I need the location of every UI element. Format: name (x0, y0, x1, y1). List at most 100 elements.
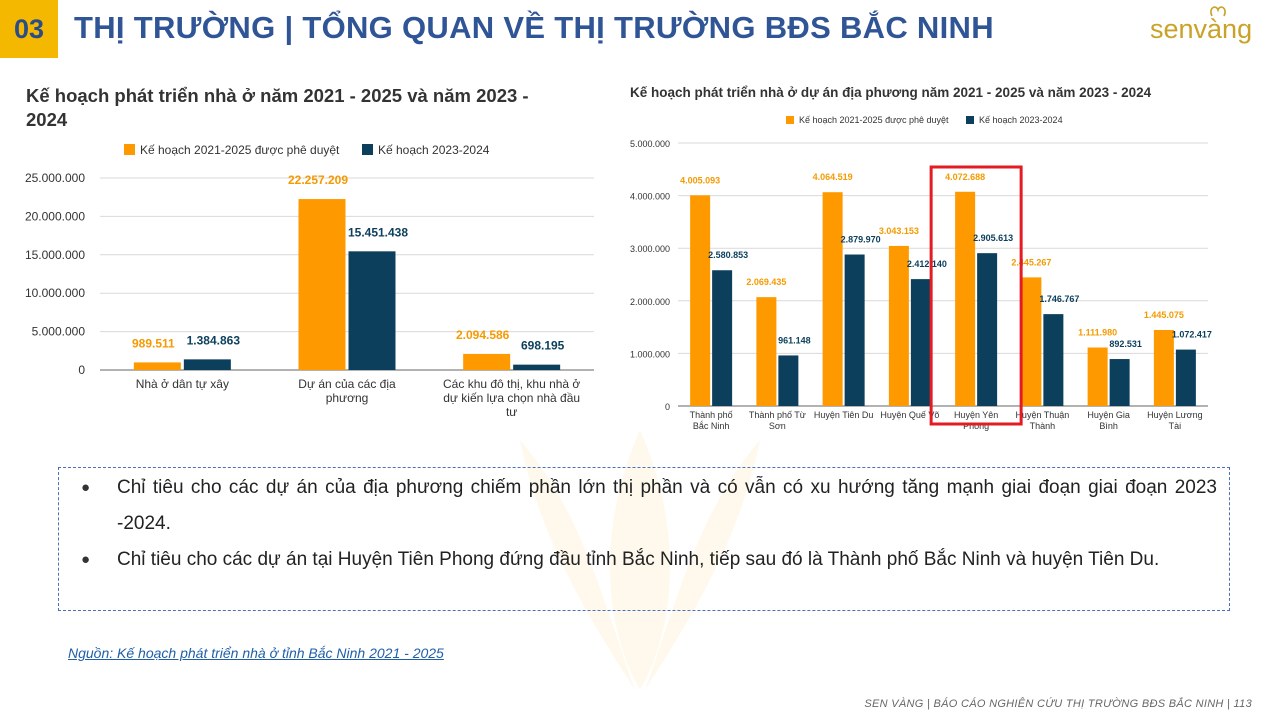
bullet-icon: ● (81, 551, 91, 568)
bar-plan-2021-2025 (298, 199, 346, 370)
data-label: 1.384.863 (187, 333, 241, 347)
category-label: Huyện Tiên Du (814, 410, 874, 420)
data-label: 4.064.519 (813, 172, 853, 182)
legend-label: Kế hoạch 2021-2025 được phê duyệt (799, 115, 949, 125)
data-label: 15.451.438 (348, 225, 408, 239)
chart-title: 2024 (26, 109, 68, 130)
bar-plan-2023-2024 (910, 279, 931, 406)
legend-swatch (124, 144, 135, 155)
category-label: Huyện Quế Võ (880, 410, 939, 420)
bar-plan-2021-2025 (1153, 329, 1174, 406)
data-label: 2.069.435 (746, 277, 786, 287)
sen-vang-logo: senvàng (1150, 6, 1252, 44)
y-tick-label: 1.000.000 (630, 349, 670, 359)
chart-title: Kế hoạch phát triển nhà ở năm 2021 - 202… (26, 85, 529, 106)
y-tick-label: 3.000.000 (630, 244, 670, 254)
highlight-box (929, 165, 1023, 426)
bar-plan-2021-2025 (1021, 277, 1042, 406)
y-tick-label: 20.000.000 (25, 209, 85, 223)
bar-plan-2023-2024 (1043, 314, 1064, 406)
bar-plan-2023-2024 (183, 359, 231, 370)
bar-plan-2021-2025 (822, 192, 843, 406)
footer-text: SEN VÀNG | BÁO CÁO NGHIÊN CỨU THỊ TRƯỜNG… (864, 698, 1252, 710)
bar-plan-2021-2025 (1087, 347, 1108, 406)
data-label: 2.905.613 (973, 233, 1013, 243)
data-label: 2.580.853 (708, 250, 748, 260)
data-label: 1.072.417 (1172, 330, 1212, 340)
data-label: 1.111.980 (1078, 328, 1117, 338)
logo-text: senvàng (1150, 14, 1252, 44)
category-label: Huyện Gia (1087, 410, 1130, 420)
legend-label: Kế hoạch 2023-2024 (979, 115, 1063, 125)
data-label: 2.094.586 (456, 328, 510, 342)
bar-plan-2021-2025 (463, 353, 511, 370)
note-text: Chỉ tiêu cho các dự án tại Huyện Tiên Ph… (117, 549, 1160, 570)
chart-local-project-plan: Kế hoạch phát triển nhà ở dự án địa phươ… (630, 85, 1212, 431)
note-item: ● Chỉ tiêu cho các dự án tại Huyện Tiên P… (79, 542, 1217, 578)
category-label: Thành phố (690, 410, 733, 420)
legend-swatch (966, 116, 974, 124)
legend-label: Kế hoạch 2023-2024 (378, 143, 490, 157)
bar-plan-2023-2024 (712, 270, 733, 406)
bar-plan-2021-2025 (955, 191, 976, 406)
data-label: 4.005.093 (680, 175, 720, 185)
legend-swatch (362, 144, 373, 155)
data-label: 2.412.140 (907, 259, 947, 269)
category-label: Các khu đô thị, khu nhà ở (443, 377, 580, 391)
category-label: tư (506, 405, 517, 419)
data-label: 2.879.970 (841, 235, 881, 245)
data-label: 4.072.688 (945, 172, 985, 182)
y-tick-label: 5.000.000 (32, 325, 86, 339)
category-label: Sơn (769, 421, 786, 431)
bar-plan-2021-2025 (133, 362, 181, 370)
legend-label: Kế hoạch 2021-2025 được phê duyệt (140, 143, 340, 157)
bar-plan-2021-2025 (756, 297, 777, 406)
header: 03 THỊ TRƯỜNG | TỔNG QUAN VỀ THỊ TRƯỜNG … (0, 0, 1280, 58)
y-tick-label: 0 (78, 363, 85, 377)
chart-title: Kế hoạch phát triển nhà ở dự án địa phươ… (630, 85, 1152, 100)
data-label: 1.746.767 (1039, 294, 1079, 304)
data-label: 698.195 (521, 339, 565, 353)
data-label: 1.445.075 (1144, 310, 1184, 320)
category-label: Thành phố Từ (749, 410, 806, 420)
note-text: Chỉ tiêu cho các dự án của địa phương ch… (117, 477, 1217, 534)
data-label: 2.445.267 (1011, 257, 1051, 267)
y-tick-label: 25.000.000 (25, 171, 85, 185)
section-number-badge: 03 (0, 0, 58, 58)
y-tick-label: 15.000.000 (25, 248, 85, 262)
legend-swatch (786, 116, 794, 124)
bar-plan-2023-2024 (1109, 359, 1130, 406)
category-label: Bắc Ninh (693, 421, 730, 431)
y-tick-label: 2.000.000 (630, 297, 670, 307)
bar-plan-2023-2024 (1175, 349, 1196, 406)
chart-housing-plan: Kế hoạch phát triển nhà ở năm 2021 - 202… (25, 85, 594, 419)
category-label: dự kiến lựa chọn nhà đầu (443, 391, 580, 405)
data-label: 989.511 (132, 336, 175, 350)
notes-box: ● Chỉ tiêu cho các dự án của địa phương c… (58, 467, 1230, 611)
y-tick-label: 0 (665, 402, 670, 412)
y-tick-label: 4.000.000 (630, 192, 670, 202)
category-label: Nhà ở dân tự xây (136, 377, 229, 391)
page-title: THỊ TRƯỜNG | TỔNG QUAN VỀ THỊ TRƯỜNG BĐS… (74, 10, 994, 45)
bar-plan-2021-2025 (888, 245, 909, 406)
data-label: 3.043.153 (879, 226, 919, 236)
bar-plan-2023-2024 (513, 364, 561, 370)
bar-plan-2023-2024 (977, 253, 998, 406)
category-label: Huyện Lương (1147, 410, 1202, 420)
bar-plan-2023-2024 (844, 254, 865, 406)
category-label: Huyện Yên (954, 410, 998, 420)
bar-plan-2021-2025 (690, 195, 711, 406)
category-label: Huyện Thuận (1015, 410, 1069, 420)
y-tick-label: 5.000.000 (630, 139, 670, 149)
note-item: ● Chỉ tiêu cho các dự án của địa phương c… (79, 470, 1217, 542)
category-label: Thành (1030, 421, 1056, 431)
y-tick-label: 10.000.000 (25, 286, 85, 300)
data-label: 961.148 (778, 335, 811, 345)
category-label: Dự án của các địa (298, 377, 396, 391)
source-link[interactable]: Nguồn: Kế hoạch phát triển nhà ở tỉnh Bắ… (68, 645, 444, 661)
data-label: 22.257.209 (288, 173, 348, 187)
bar-plan-2023-2024 (778, 355, 799, 406)
category-label: Phong (963, 421, 989, 431)
category-label: Bình (1099, 421, 1118, 431)
bullet-icon: ● (81, 479, 91, 496)
